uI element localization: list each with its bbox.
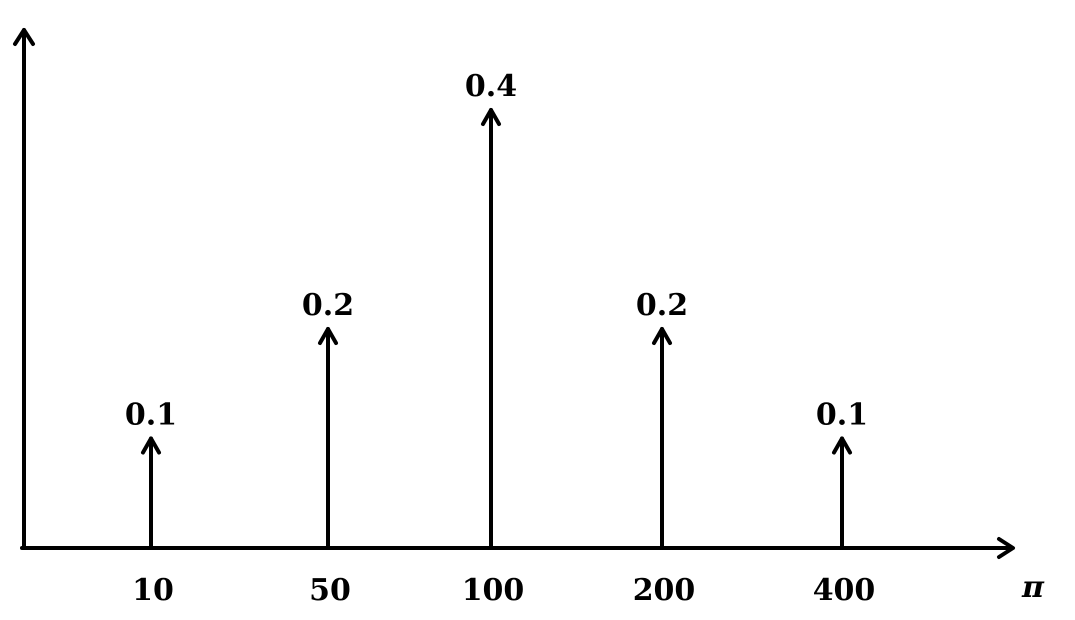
value-label-200: 0.2 <box>636 288 688 323</box>
x-axis-arrowhead <box>997 537 1015 559</box>
stem-arrowhead-200 <box>652 327 672 345</box>
stem-arrowhead-10 <box>141 436 161 455</box>
axes: π <box>13 28 1045 605</box>
chart-marks: 0.1 10 0.2 50 0.4 100 0.2 200 0.1 400 <box>125 69 875 608</box>
value-label-50: 0.2 <box>302 288 354 323</box>
stem-arrowhead-50 <box>318 327 338 345</box>
stem-arrowhead-400 <box>832 436 852 455</box>
value-label-100: 0.4 <box>465 69 517 104</box>
x-tick-label-400: 400 <box>813 573 876 608</box>
value-label-400: 0.1 <box>816 398 868 433</box>
value-label-10: 0.1 <box>125 398 177 433</box>
x-tick-label-50: 50 <box>309 573 351 608</box>
y-axis-arrowhead <box>13 28 35 46</box>
stem-arrowhead-100 <box>481 108 501 126</box>
x-tick-label-200: 200 <box>633 573 696 608</box>
x-tick-label-100: 100 <box>462 573 525 608</box>
x-axis-title: π <box>1021 570 1045 605</box>
x-tick-label-10: 10 <box>132 573 174 608</box>
